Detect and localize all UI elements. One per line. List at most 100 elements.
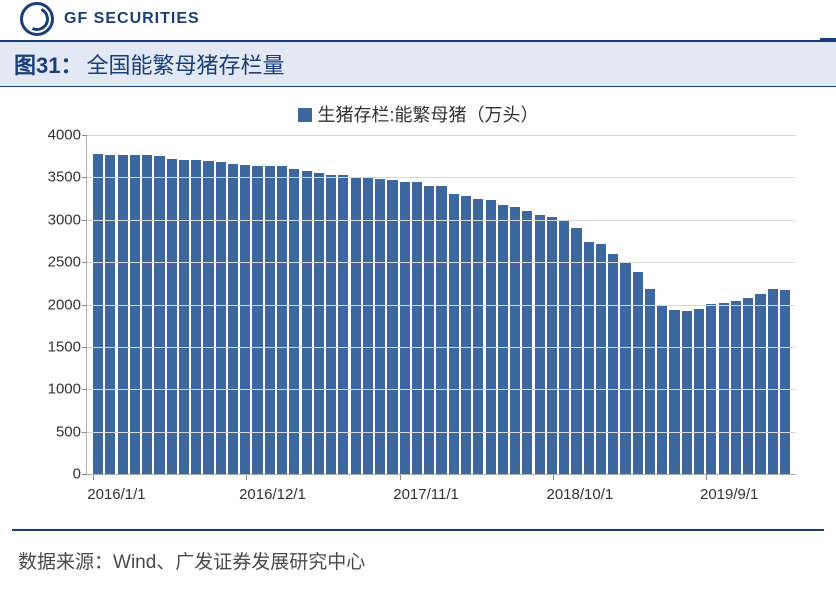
bar xyxy=(277,166,287,474)
x-axis-ticks: 2016/1/1 2016/12/1 2017/11/1 2018/10/1 2019/… xyxy=(86,475,796,505)
bar xyxy=(755,294,765,474)
ytick-label: 1000 xyxy=(31,381,81,398)
legend-swatch-icon xyxy=(298,108,312,122)
bar xyxy=(142,155,152,474)
bar xyxy=(620,262,630,474)
bar xyxy=(596,244,606,474)
grid-line xyxy=(87,177,796,178)
xtick-mark xyxy=(93,475,94,480)
bar xyxy=(240,165,250,474)
ytick-mark xyxy=(82,177,87,178)
bar xyxy=(547,217,557,474)
bar xyxy=(216,162,226,474)
bar xyxy=(179,160,189,474)
bar xyxy=(498,205,508,475)
ytick-label: 1500 xyxy=(31,338,81,355)
bar xyxy=(633,272,643,474)
bar xyxy=(351,177,361,474)
bar xyxy=(768,289,778,474)
grid-line xyxy=(87,389,796,390)
bar xyxy=(154,156,164,474)
ytick-mark xyxy=(82,432,87,433)
bar xyxy=(694,309,704,474)
brand-text: GF SECURITIES xyxy=(64,10,200,28)
bar xyxy=(522,211,532,474)
xtick-mark xyxy=(706,475,707,480)
ytick-label: 3500 xyxy=(31,169,81,186)
bar xyxy=(780,290,790,474)
bar xyxy=(289,169,299,474)
bar xyxy=(265,166,275,474)
bar xyxy=(191,160,201,474)
bar xyxy=(105,155,115,475)
source-line: 数据来源：Wind、广发证券发展研究中心 xyxy=(0,531,836,574)
plot-area: 05001000150020002500300035004000 xyxy=(86,135,796,475)
figure-title: 全国能繁母猪存栏量 xyxy=(86,48,284,80)
brand-header: GF SECURITIES xyxy=(0,0,836,40)
ytick-label: 3000 xyxy=(31,211,81,228)
decorative-edge xyxy=(820,38,836,41)
brand-logo-icon xyxy=(20,2,54,36)
xtick-label: 2016/1/1 xyxy=(87,486,145,503)
ytick-label: 0 xyxy=(31,466,81,483)
ytick-label: 500 xyxy=(31,423,81,440)
bar xyxy=(400,182,410,474)
ytick-mark xyxy=(82,135,87,136)
bar xyxy=(645,289,655,474)
ytick-label: 4000 xyxy=(31,127,81,144)
bar xyxy=(302,171,312,474)
chart-area: 05001000150020002500300035004000 2016/1/… xyxy=(0,135,836,505)
xtick-label: 2019/9/1 xyxy=(700,486,758,503)
xtick-label: 2017/11/1 xyxy=(393,486,459,503)
ytick-mark xyxy=(82,347,87,348)
grid-line xyxy=(87,135,796,136)
figure-title-bar: 图31： 全国能繁母猪存栏量 xyxy=(0,40,836,87)
ytick-mark xyxy=(82,262,87,263)
ytick-mark xyxy=(82,389,87,390)
figure-number: 图31： xyxy=(14,48,82,80)
bar xyxy=(228,164,238,474)
bar xyxy=(167,159,177,474)
bar xyxy=(203,161,213,474)
bar xyxy=(571,228,581,474)
bar xyxy=(486,200,496,474)
source-prefix: 数据来源： xyxy=(18,552,113,573)
bar xyxy=(682,311,692,474)
bar xyxy=(584,242,594,474)
bar xyxy=(314,173,324,474)
ytick-label: 2000 xyxy=(31,296,81,313)
plot: 05001000150020002500300035004000 2016/1/… xyxy=(86,135,806,505)
bar xyxy=(731,301,741,474)
bar xyxy=(412,182,422,474)
bar xyxy=(375,179,385,474)
grid-line xyxy=(87,305,796,306)
bar xyxy=(743,298,753,474)
grid-line xyxy=(87,220,796,221)
page-container: GF SECURITIES 图31： 全国能繁母猪存栏量 生猪存栏:能繁母猪（万… xyxy=(0,0,836,574)
bar xyxy=(130,155,140,474)
bar xyxy=(387,180,397,474)
bar xyxy=(252,166,262,474)
xtick-mark xyxy=(553,475,554,480)
grid-line xyxy=(87,432,796,433)
ytick-mark xyxy=(82,305,87,306)
grid-line xyxy=(87,347,796,348)
bar xyxy=(473,199,483,474)
ytick-mark xyxy=(82,220,87,221)
bar xyxy=(608,254,618,474)
bar xyxy=(93,154,103,474)
bar xyxy=(669,310,679,474)
xtick-mark xyxy=(246,475,247,480)
xtick-mark xyxy=(400,475,401,480)
xtick-label: 2016/12/1 xyxy=(239,486,306,503)
xtick-label: 2018/10/1 xyxy=(546,486,613,503)
source-text: Wind、广发证券发展研究中心 xyxy=(113,552,365,573)
bar xyxy=(535,215,545,474)
legend-label: 生猪存栏:能繁母猪（万头） xyxy=(318,105,539,125)
bar xyxy=(510,207,520,474)
bar xyxy=(363,177,373,474)
ytick-label: 2500 xyxy=(31,254,81,271)
bar xyxy=(118,155,128,474)
grid-line xyxy=(87,262,796,263)
chart-legend: 生猪存栏:能繁母猪（万头） xyxy=(0,87,836,135)
